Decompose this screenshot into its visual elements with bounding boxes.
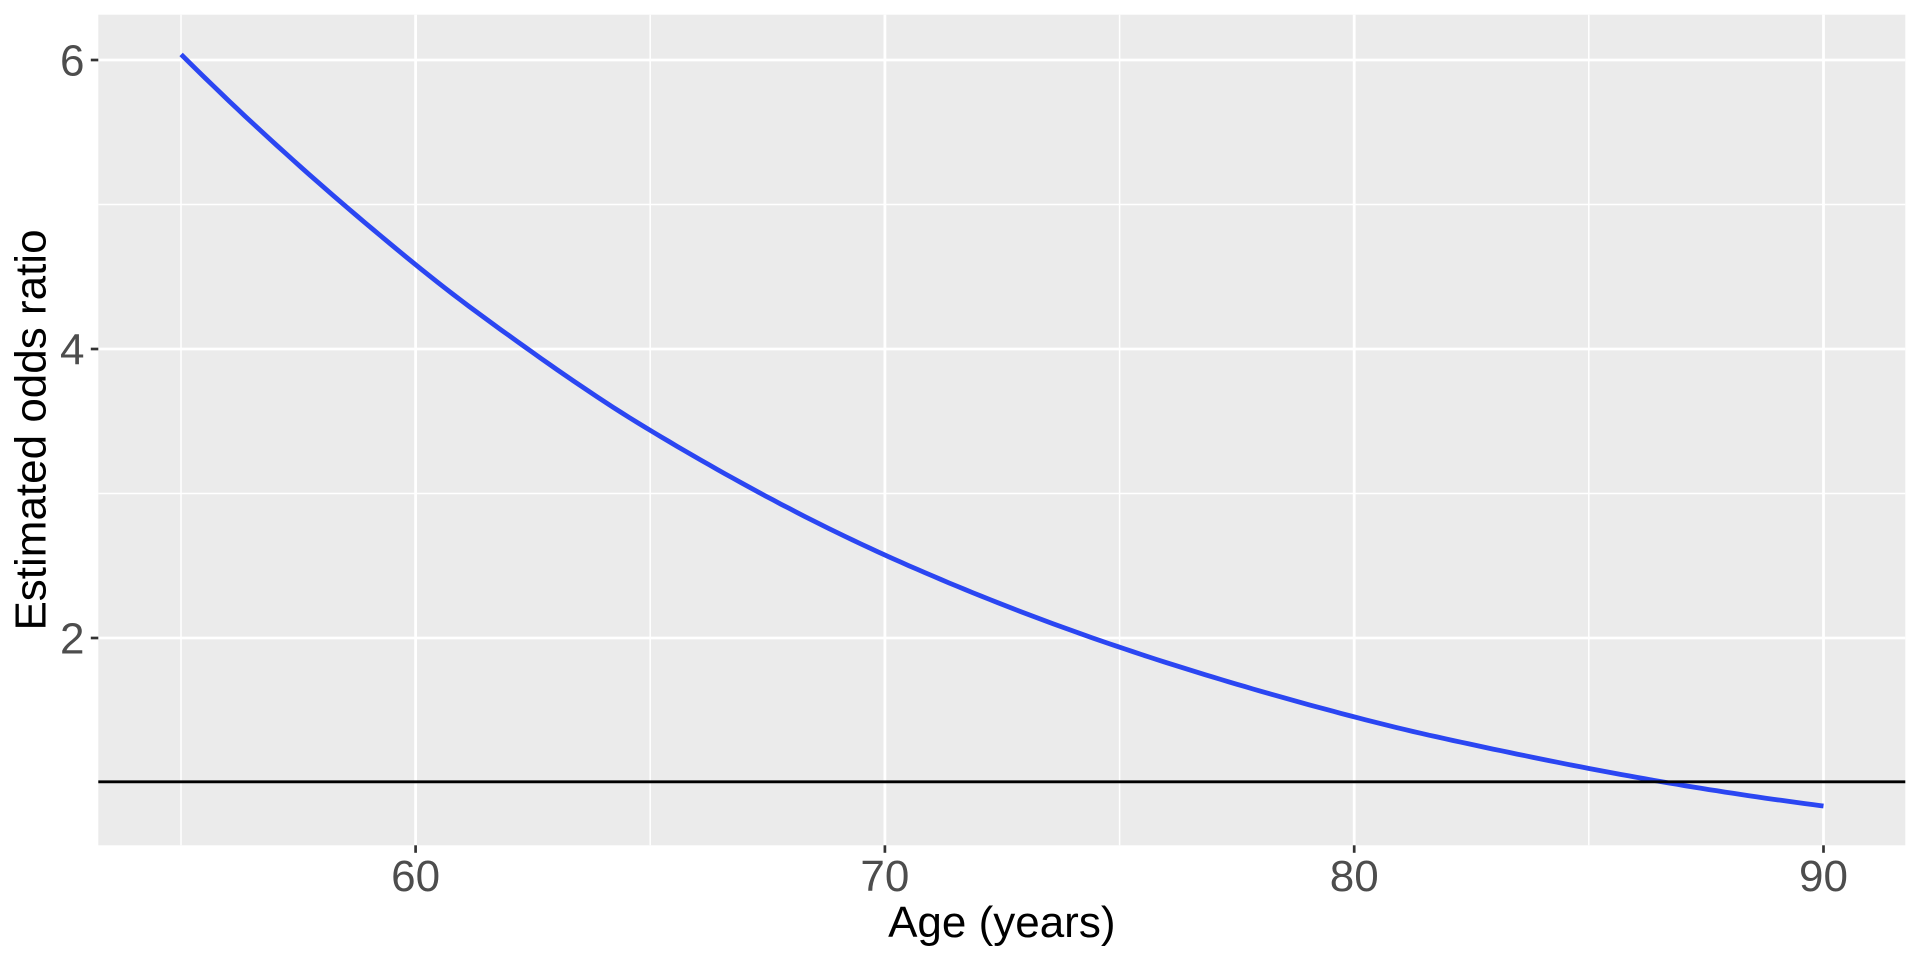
svg-text:70: 70 — [860, 852, 909, 901]
svg-text:4: 4 — [60, 326, 84, 375]
svg-text:60: 60 — [391, 852, 440, 901]
svg-text:80: 80 — [1330, 852, 1379, 901]
svg-text:Estimated odds ratio: Estimated odds ratio — [7, 229, 56, 630]
svg-text:6: 6 — [60, 37, 84, 86]
svg-text:2: 2 — [60, 615, 84, 664]
svg-text:90: 90 — [1799, 852, 1848, 901]
svg-text:Age (years): Age (years) — [888, 898, 1115, 947]
